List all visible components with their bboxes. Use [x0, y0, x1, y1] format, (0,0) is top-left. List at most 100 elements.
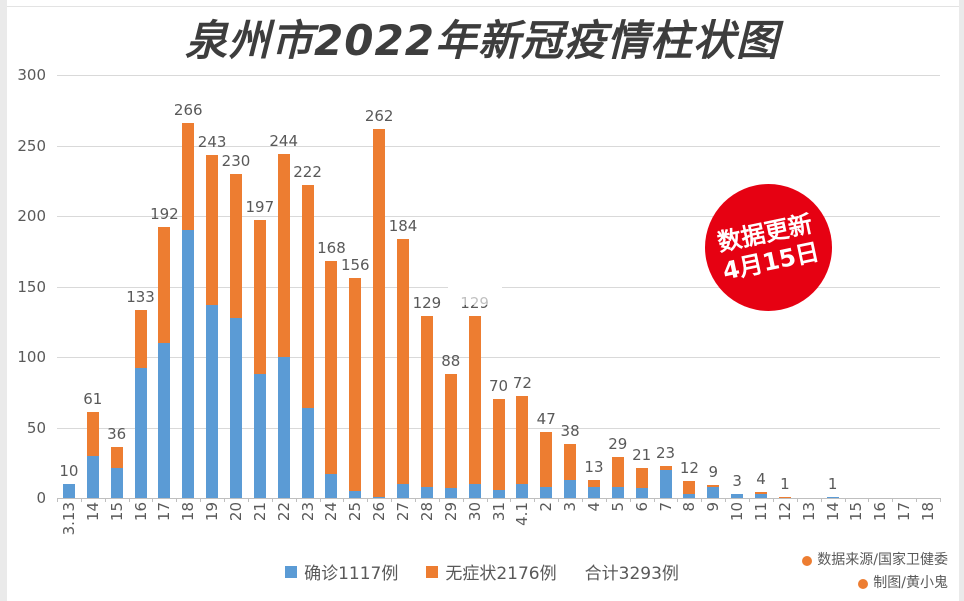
credits: 数据来源/国家卫健委 制图/黄小鬼: [802, 549, 948, 595]
axis-tick: [80, 498, 82, 502]
confirmed-swatch-icon: [285, 565, 298, 578]
bar-segment-asymptomatic: [468, 316, 481, 484]
bar-segment-confirmed: [683, 493, 696, 498]
axis-tick: [152, 498, 154, 502]
x-axis-line: [57, 498, 940, 499]
axis-tick: [224, 498, 226, 502]
axis-tick: [57, 498, 58, 502]
axis-tick: [725, 498, 727, 502]
y-tick-label: 100: [17, 348, 46, 366]
bar-segment-asymptomatic: [755, 492, 767, 494]
bar-segment-asymptomatic: [564, 444, 577, 480]
bar-segment-asymptomatic: [516, 396, 529, 484]
bar-segment-asymptomatic: [373, 128, 386, 497]
credit-source: 数据来源/国家卫健委: [817, 552, 948, 568]
x-tick-label: 18: [919, 502, 938, 522]
x-tick-label: 7: [656, 502, 675, 512]
axis-tick: [582, 498, 584, 502]
axis-tick: [701, 498, 703, 502]
bar-segment-confirmed: [349, 490, 362, 498]
bar-segment-confirmed: [444, 488, 457, 498]
bullet-icon: [858, 578, 869, 589]
x-tick-label: 25: [346, 502, 365, 522]
axis-tick: [749, 498, 751, 502]
x-tick-label: 11: [752, 502, 770, 522]
x-tick-label: 16: [131, 502, 150, 522]
x-tick-label: 8: [680, 502, 699, 512]
axis-tick: [391, 498, 393, 502]
legend-total-label: 合计3293例: [584, 564, 679, 584]
axis-tick: [796, 498, 798, 502]
bar-total-label: 70: [488, 377, 509, 396]
axis-tick: [510, 498, 512, 502]
bar-segment-confirmed: [826, 496, 839, 498]
legend-confirmed-label: 确诊1117例: [304, 564, 399, 584]
bar-total-label: 262: [364, 106, 394, 125]
bar-segment-asymptomatic: [635, 468, 648, 489]
bullet-icon: [802, 555, 813, 566]
x-tick-label: 15: [847, 502, 866, 522]
x-tick-label: 23: [298, 502, 317, 522]
bar-total-label: 29: [608, 435, 628, 454]
bar-segment-confirmed: [301, 407, 314, 498]
axis-tick: [367, 498, 369, 502]
label-smudge: [447, 295, 502, 306]
bar-total-label: 4: [756, 470, 766, 489]
bar-segment-asymptomatic: [86, 411, 99, 456]
credit-author-row: 制图/黄小鬼: [802, 572, 948, 595]
axis-tick: [653, 498, 655, 502]
x-tick-label: 14: [83, 502, 102, 522]
axis-tick: [319, 498, 321, 502]
bar-segment-asymptomatic: [110, 447, 123, 469]
bar-segment-confirmed: [62, 483, 75, 498]
bar-segment-asymptomatic: [301, 184, 314, 408]
chart-title: 泉州市2022年新冠疫情柱状图: [185, 16, 779, 65]
bar-segment-confirmed: [206, 304, 219, 498]
x-tick-label: 31: [489, 502, 508, 522]
x-tick-label: 12: [775, 502, 794, 522]
x-tick-label: 20: [226, 502, 245, 522]
bar-total-label: 61: [83, 389, 103, 408]
x-tick-label: 3.13: [59, 502, 78, 536]
bar-segment-confirmed: [516, 483, 529, 498]
bar-segment-asymptomatic: [349, 278, 362, 491]
x-tick-label: 15: [107, 502, 126, 522]
bar-total-label: 1: [780, 474, 790, 493]
bar-segment-confirmed: [229, 317, 242, 498]
axis-tick: [940, 498, 941, 502]
x-tick-label: 10: [728, 502, 747, 522]
bar-segment-confirmed: [253, 373, 266, 498]
axis-tick: [200, 498, 202, 502]
legend-item-confirmed: 确诊1117例: [285, 559, 398, 584]
axis-tick: [343, 498, 345, 502]
bar-segment-confirmed: [86, 455, 99, 498]
bar-total-label: 184: [388, 216, 418, 235]
bar-segment-confirmed: [707, 486, 720, 498]
x-tick-label: 4: [584, 502, 603, 512]
bar-segment-confirmed: [492, 489, 505, 498]
x-tick-label: 22: [274, 502, 293, 522]
axis-tick: [629, 498, 631, 502]
axis-tick: [462, 498, 464, 502]
x-tick-label: 17: [155, 502, 174, 522]
axis-tick: [486, 498, 488, 502]
bar-segment-asymptomatic: [659, 465, 672, 470]
bar-segment-asymptomatic: [277, 153, 290, 357]
x-tick-label: 26: [370, 502, 389, 522]
left-border: [0, 0, 7, 601]
bar-segment-confirmed: [325, 474, 338, 498]
bar-segment-confirmed: [659, 469, 672, 498]
y-tick-label: 50: [26, 418, 46, 437]
bar-total-label: 156: [340, 256, 370, 275]
x-tick-label: 19: [203, 502, 222, 522]
legend-asymptomatic-label: 无症状2176例: [445, 564, 557, 584]
axis-tick: [176, 498, 178, 502]
axis-tick: [844, 498, 846, 502]
bar-segment-confirmed: [540, 486, 553, 498]
bar-segment-confirmed: [158, 342, 171, 498]
bar-total-label: 12: [679, 459, 699, 478]
y-tick-label: 250: [17, 136, 46, 155]
bar-total-label: 266: [173, 100, 203, 119]
x-tick-label: 13: [799, 502, 818, 522]
x-tick-label: 5: [608, 502, 627, 512]
